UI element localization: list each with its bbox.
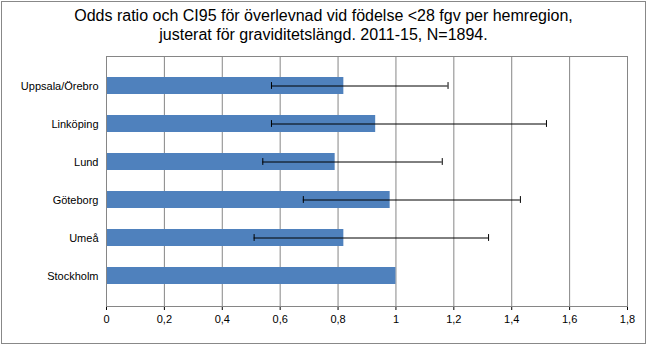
svg-text:Lund: Lund bbox=[74, 156, 98, 168]
svg-text:0,8: 0,8 bbox=[330, 313, 345, 325]
svg-text:Uppsala/Örebro: Uppsala/Örebro bbox=[21, 80, 99, 92]
svg-text:1,8: 1,8 bbox=[620, 313, 635, 325]
svg-text:Linköping: Linköping bbox=[51, 118, 98, 130]
svg-text:Stockholm: Stockholm bbox=[47, 270, 98, 282]
svg-text:1: 1 bbox=[393, 313, 399, 325]
svg-text:0,2: 0,2 bbox=[157, 313, 172, 325]
svg-text:1,2: 1,2 bbox=[446, 313, 461, 325]
svg-text:Umeå: Umeå bbox=[69, 232, 99, 244]
html-text:Odds ratio och CI95 för överle: Odds ratio och CI95 för överlevnad vid f… bbox=[74, 7, 573, 43]
svg-text:1,6: 1,6 bbox=[562, 313, 577, 325]
svg-text:0,6: 0,6 bbox=[273, 313, 288, 325]
svg-text:0,4: 0,4 bbox=[215, 313, 230, 325]
svg-text:0: 0 bbox=[103, 313, 109, 325]
svg-text:1,4: 1,4 bbox=[504, 313, 519, 325]
svg-text:Göteborg: Göteborg bbox=[53, 194, 99, 206]
